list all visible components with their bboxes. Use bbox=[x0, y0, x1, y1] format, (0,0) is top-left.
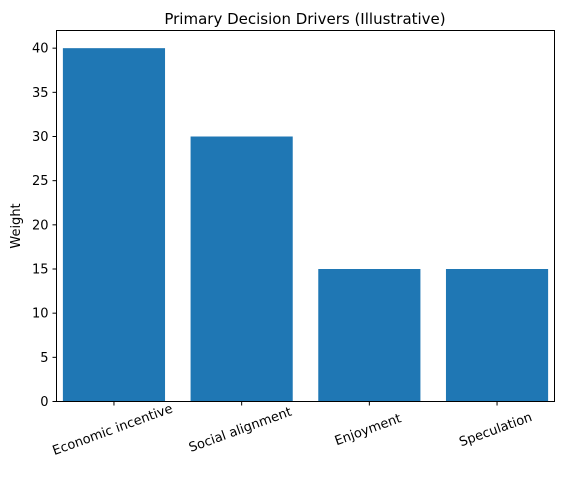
bar-enjoyment bbox=[318, 269, 421, 402]
y-axis-label: Weight bbox=[9, 203, 24, 248]
x-tick-label: Speculation bbox=[457, 410, 534, 450]
y-tick-label: 30 bbox=[32, 130, 49, 145]
x-tick-label: Enjoyment bbox=[333, 411, 404, 449]
y-tick-label: 20 bbox=[32, 218, 49, 233]
bar-speculation bbox=[445, 269, 549, 402]
bars-layer bbox=[62, 48, 549, 402]
y-tick-label: 35 bbox=[32, 86, 49, 101]
y-tick-label: 5 bbox=[40, 351, 48, 366]
y-axis: 0 5 10 15 20 25 30 35 40 bbox=[32, 42, 57, 410]
x-tick-label: Social alignment bbox=[187, 405, 294, 456]
y-tick-label: 40 bbox=[32, 42, 49, 57]
x-tick-label: Economic incentive bbox=[51, 401, 175, 458]
plot-frame bbox=[56, 30, 555, 402]
y-tick-label: 10 bbox=[32, 307, 49, 322]
y-tick-label: 15 bbox=[32, 263, 49, 278]
bar-economic-incentive bbox=[62, 48, 166, 402]
y-tick-label: 25 bbox=[32, 174, 49, 189]
chart-title: Primary Decision Drivers (Illustrative) bbox=[164, 10, 445, 28]
y-tick-label: 0 bbox=[40, 395, 48, 410]
bar-social-alignment bbox=[190, 136, 293, 402]
x-axis: Economic incentive Social alignment Enjoym… bbox=[51, 401, 535, 458]
